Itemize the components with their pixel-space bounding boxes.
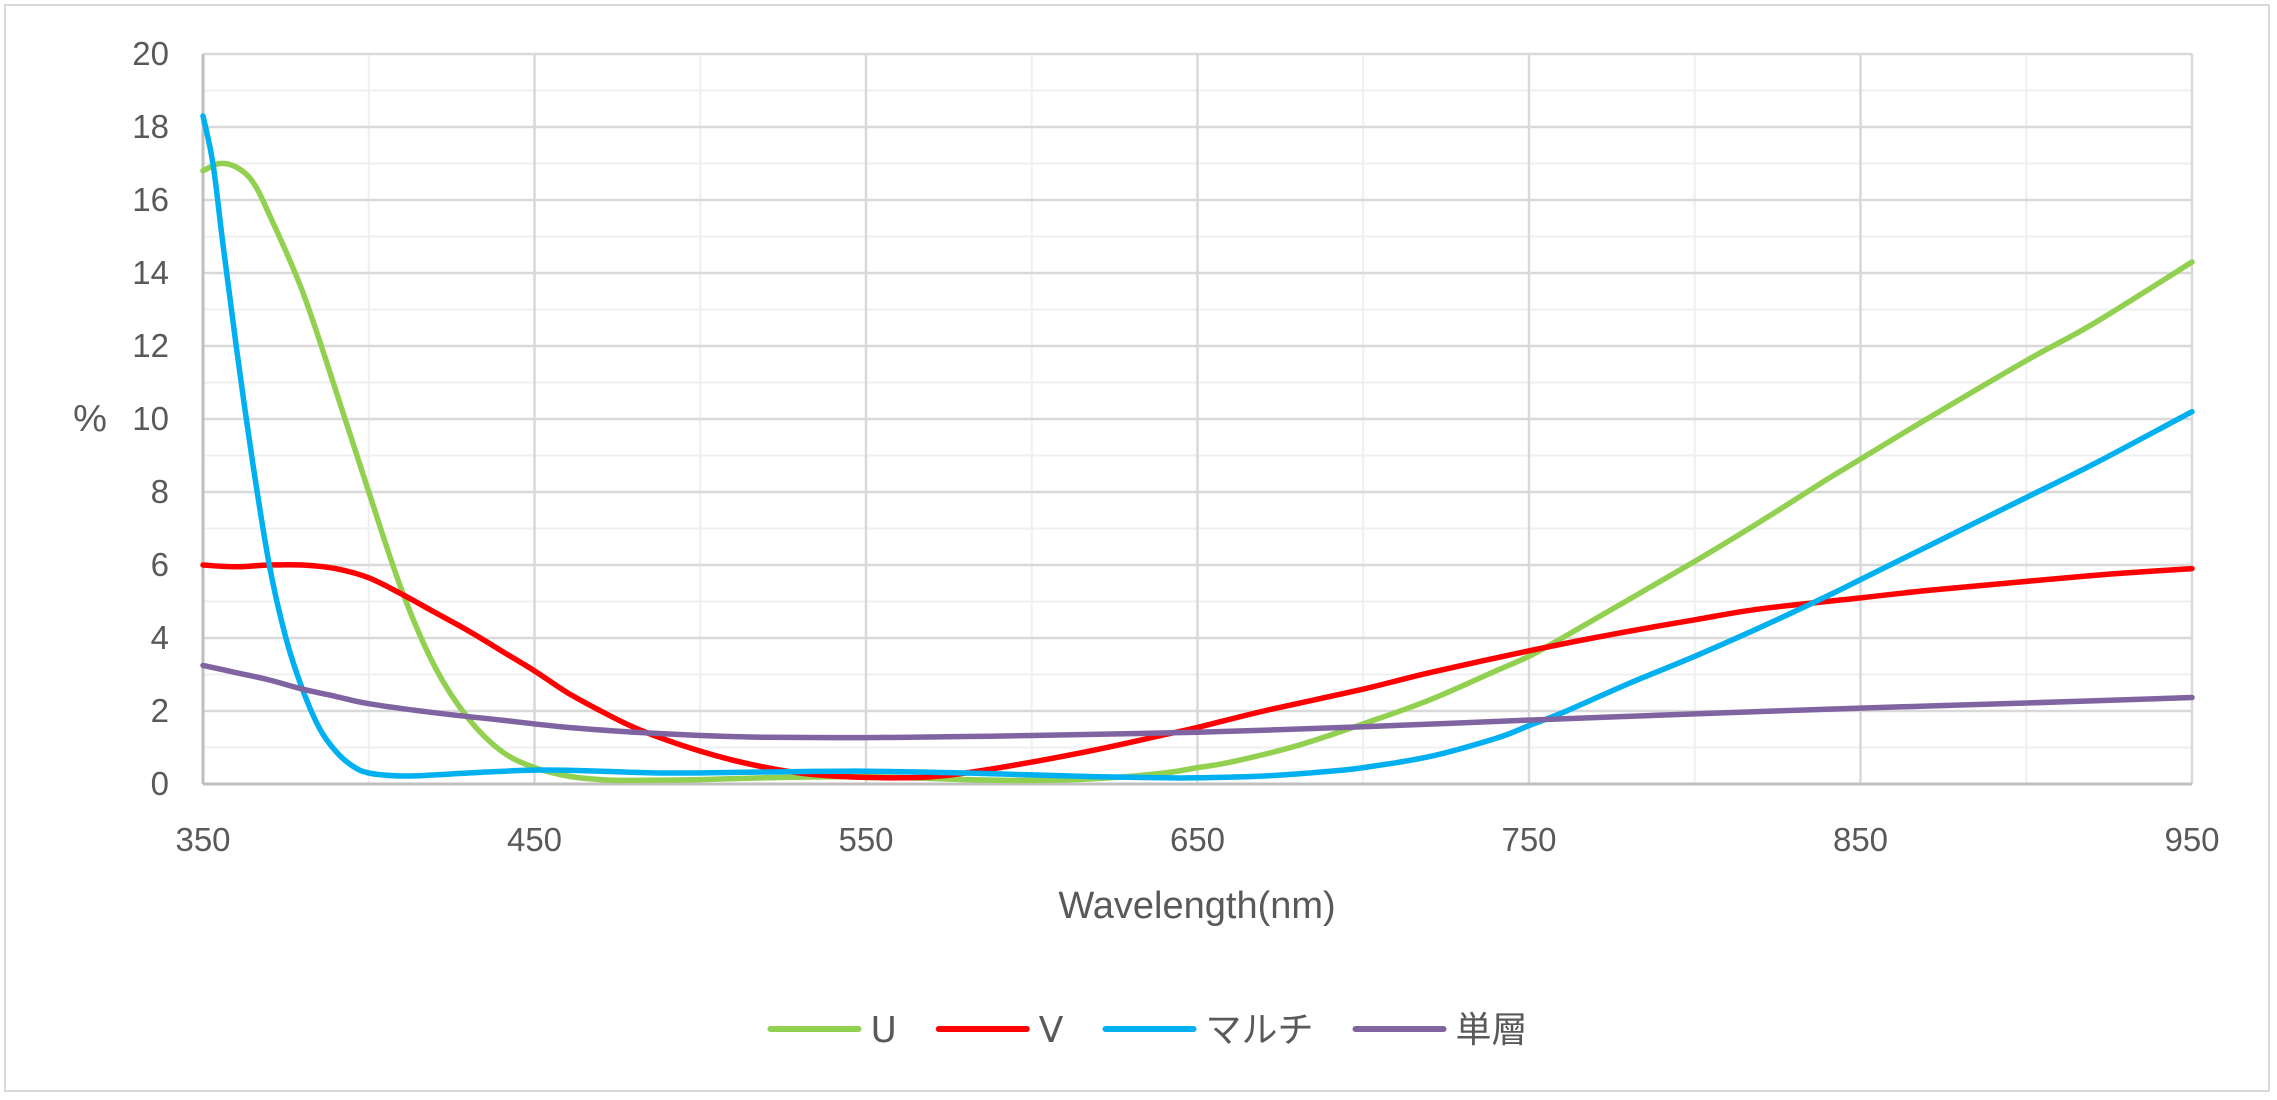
legend-label: マルチ <box>1206 1010 1314 1051</box>
legend-item-4: 単層 <box>1352 1010 1528 1051</box>
legend-label: U <box>871 1010 897 1051</box>
y-tick-label: 16 <box>132 181 169 218</box>
y-tick-label: 4 <box>151 619 169 656</box>
legend-label: V <box>1039 1010 1064 1051</box>
series-line-2 <box>200 561 2195 781</box>
x-tick-label: 950 <box>2164 821 2219 858</box>
y-tick-label: 0 <box>151 765 169 802</box>
y-tick-label: 6 <box>151 546 169 583</box>
series-line-1 <box>200 160 2195 784</box>
x-tick-label: 450 <box>507 821 562 858</box>
x-tick-label: 650 <box>1170 821 1225 858</box>
series-line-3 <box>200 113 2195 781</box>
y-axis-tick-labels: 0 2 4 6 8 10 12 14 16 18 20 <box>132 35 169 802</box>
chart-frame: 0 2 4 6 8 10 12 14 16 18 20 350 450 550 650 750 850 950 … <box>4 4 2270 1092</box>
legend-item-3: マルチ <box>1102 1010 1314 1051</box>
y-tick-label: 20 <box>132 35 169 72</box>
x-tick-label: 750 <box>1501 821 1556 858</box>
series-line-4 <box>200 662 2195 741</box>
x-tick-label: 350 <box>175 821 230 858</box>
legend-label: 単層 <box>1456 1010 1528 1051</box>
legend: U V マルチ 単層 <box>767 1010 1528 1051</box>
y-tick-label: 18 <box>132 108 169 145</box>
x-tick-label: 550 <box>838 821 893 858</box>
x-tick-label: 850 <box>1833 821 1888 858</box>
y-tick-label: 10 <box>132 400 169 437</box>
x-axis-title: Wavelength(nm) <box>1058 885 1335 927</box>
y-tick-label: 14 <box>132 254 169 291</box>
y-tick-label: 12 <box>132 327 169 364</box>
y-tick-label: 2 <box>151 692 169 729</box>
legend-item-1: U <box>767 1010 897 1051</box>
legend-item-2: V <box>935 1010 1064 1051</box>
series-lines <box>200 113 2195 784</box>
y-tick-label: 8 <box>151 473 169 510</box>
axis-lines <box>201 54 2192 786</box>
y-axis-title: % <box>73 398 107 440</box>
x-axis-tick-labels: 350 450 550 650 750 850 950 <box>175 821 2219 858</box>
major-gridlines <box>201 52 2194 786</box>
